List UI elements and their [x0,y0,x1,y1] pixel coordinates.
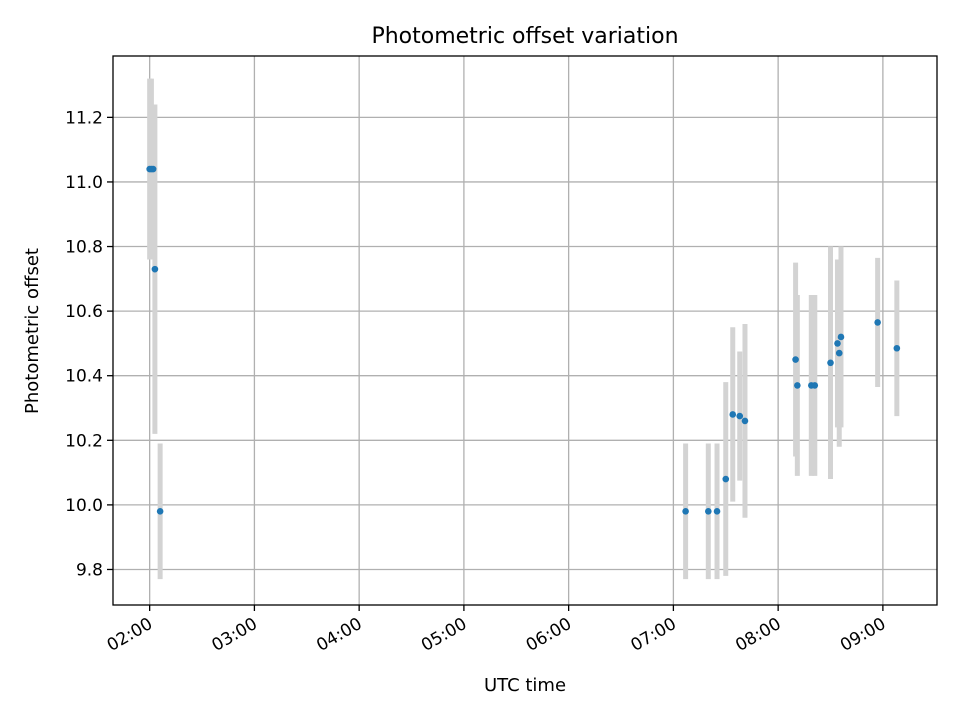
x-tick-label: 07:00 [627,614,679,656]
y-axis-label: Photometric offset [22,248,43,414]
point-layer [146,165,901,515]
data-point [811,382,819,389]
chart-title: Photometric offset variation [371,24,678,49]
y-tick-label: 11.0 [65,173,103,193]
errorbar-layer [147,78,900,580]
data-point [827,359,834,367]
data-point [792,356,799,363]
data-point [149,165,157,173]
data-point [835,349,843,357]
x-axis-label: UTC time [484,675,566,696]
x-tick-label: 02:00 [104,614,156,656]
y-tick-label: 9.8 [76,560,103,580]
data-point [837,333,845,341]
data-point [682,508,689,515]
y-axis-ticks: 9.8 10.0 10.2 10.4 10.6 10.8 11.0 11.2 [65,108,113,580]
data-point [741,417,749,425]
y-tick-label: 10.0 [65,496,103,516]
data-point [705,508,712,515]
data-point [834,340,841,347]
y-tick-label: 10.2 [65,431,103,451]
data-point [722,475,730,483]
data-point [874,319,881,326]
y-tick-label: 11.2 [65,108,103,128]
x-tick-label: 03:00 [208,614,260,656]
data-point [736,412,744,420]
x-tick-label: 06:00 [523,614,575,656]
data-point [893,344,901,352]
x-tick-label: 08:00 [732,614,784,656]
x-tick-label: 04:00 [313,614,365,656]
x-tick-label: 09:00 [837,614,889,656]
plot-frame [112,55,938,606]
data-point [156,508,164,515]
y-tick-label: 10.8 [65,238,103,258]
data-point [729,411,737,418]
x-tick-label: 05:00 [418,614,470,656]
y-tick-label: 10.6 [65,302,103,322]
y-tick-label: 10.4 [65,367,103,387]
data-point [713,508,721,515]
data-point [794,382,801,389]
data-point [151,265,159,273]
x-axis-ticks: 02:00 03:00 04:00 05:00 06:00 07:00 08:00 09:00 [104,605,889,656]
